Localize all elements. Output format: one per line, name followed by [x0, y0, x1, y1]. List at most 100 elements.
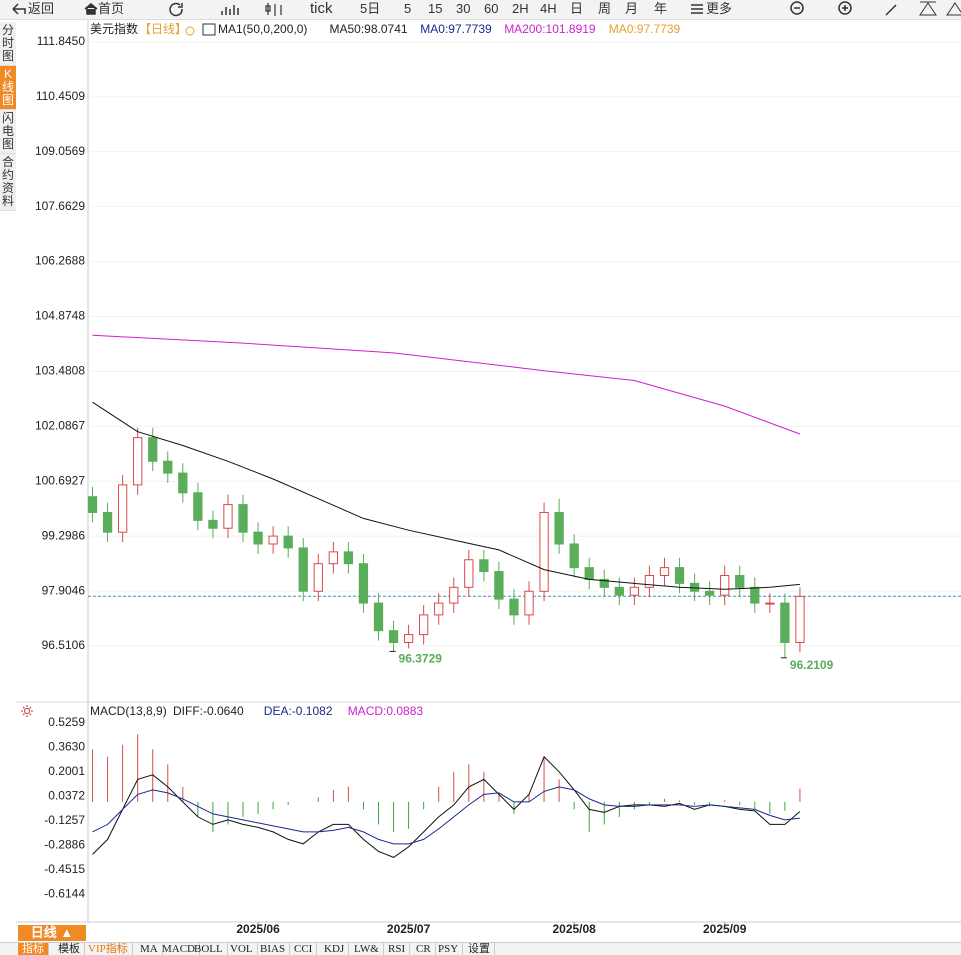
indicator-tab[interactable]: VIP指标	[84, 943, 133, 955]
legend-entry: DIFF:-0.0640	[173, 704, 244, 718]
toolbar-icon	[265, 3, 282, 16]
toolbar-button[interactable]: 返回	[28, 1, 55, 16]
indicator-tab[interactable]: MA	[136, 943, 163, 955]
y-tick-label: 0.3630	[48, 740, 85, 754]
candle-body	[193, 492, 203, 521]
indicator-tab[interactable]: KDJ	[320, 943, 350, 955]
toolbar-icon	[885, 4, 897, 16]
sidebar-tab[interactable]: 闪电图	[0, 110, 16, 154]
candle-body	[238, 504, 248, 533]
candle-body	[765, 602, 775, 605]
candle-body	[313, 563, 323, 592]
y-tick-label: 103.4808	[35, 364, 85, 378]
candle-body	[479, 559, 489, 573]
y-tick-label: 110.4509	[36, 89, 85, 103]
period-button[interactable]: 日线 ▲	[18, 925, 86, 941]
y-tick-label: 0.5259	[48, 715, 85, 729]
candle-body	[223, 504, 233, 529]
indicator-tab[interactable]: 指标	[18, 943, 49, 955]
y-tick-label: 102.0867	[35, 419, 85, 433]
toolbar-icon	[838, 1, 852, 15]
y-tick-label: -0.6144	[44, 886, 85, 900]
candle-body	[87, 496, 98, 513]
toolbar-button[interactable]: 周	[598, 1, 612, 16]
indicator-tab[interactable]: CR	[412, 943, 436, 955]
candle-body	[298, 547, 308, 592]
toolbar-button[interactable]: 2H	[512, 1, 529, 16]
sidebar-tab[interactable]: K线图	[0, 66, 16, 110]
candle-body	[614, 586, 624, 596]
indicator-tab[interactable]: BOLL	[190, 943, 228, 955]
background	[16, 19, 961, 942]
indicator-tab[interactable]: PSY	[434, 943, 464, 955]
annotation: 96.3729	[399, 652, 443, 666]
candle-body	[178, 472, 188, 494]
candle-body	[419, 614, 429, 636]
y-tick-label: 100.6927	[35, 473, 85, 487]
toolbar-button[interactable]: 60	[484, 1, 499, 16]
toolbar-button[interactable]: 4H	[540, 1, 557, 16]
toolbar-button[interactable]: 首页	[98, 1, 125, 16]
toolbar-icon	[84, 3, 98, 15]
toolbar-button[interactable]: 日	[570, 1, 584, 16]
candle-body	[735, 575, 745, 588]
candle-body	[434, 602, 444, 616]
y-tick-label: 106.2688	[35, 254, 85, 268]
toolbar-icon	[790, 1, 804, 15]
y-tick-label: 109.0569	[35, 144, 85, 158]
toolbar-icon	[691, 4, 703, 14]
indicator-tab[interactable]: BIAS	[256, 943, 291, 955]
y-tick-label: -0.4515	[44, 862, 85, 876]
indicator-tabs: 指标 模板 VIP指标 MA MACD BOLL VOL BIAS CCI KDJ LW& RSI CR…	[0, 942, 961, 955]
y-tick-label: 0.0372	[48, 788, 85, 802]
period-label: 【日线】	[139, 22, 187, 36]
candle-body	[358, 563, 369, 604]
toolbar-button[interactable]: 5	[404, 1, 412, 16]
legend-entry: MA1(50,0,200,0)	[218, 22, 307, 36]
y-tick-label: 104.8748	[35, 309, 85, 323]
candle-body	[674, 567, 685, 584]
line-series	[92, 755, 801, 858]
y-tick-label: 0.2001	[48, 764, 85, 778]
candle-body	[659, 567, 670, 577]
legend-entry: MA0:97.7739	[609, 22, 681, 36]
indicator-tab[interactable]: CCI	[290, 943, 318, 955]
sidebar: 分时图 K线图 闪电图 合约资料	[0, 22, 16, 211]
toolbar-icon	[919, 1, 937, 16]
candle-body	[328, 551, 338, 565]
macd-title: MACD(13,8,9)	[90, 704, 167, 718]
indicator-tab[interactable]: 设置	[464, 943, 495, 955]
sidebar-tab[interactable]: 分时图	[0, 22, 16, 66]
toolbar-icon	[842, 5, 848, 11]
legend-entry: DEA:-0.1082	[264, 704, 333, 718]
toolbar-button[interactable]: 15	[428, 1, 443, 16]
legend-entry: MA0:97.7739	[420, 22, 492, 36]
indicator-tab[interactable]: MACD	[158, 943, 201, 955]
add-icon[interactable]	[185, 26, 195, 36]
candle-body	[644, 575, 655, 588]
toolbar-button[interactable]: 更多	[706, 1, 733, 16]
toolbar-button[interactable]: 30	[456, 1, 471, 16]
toolbar: 返回 首页 tick 5日 5 15 30 60 2H 4H 日周月年 更多	[0, 0, 961, 20]
candle-body	[704, 590, 715, 596]
toolbar-button[interactable]: 月	[625, 1, 639, 16]
candle-body	[373, 602, 384, 632]
line-series	[92, 334, 801, 435]
toolbar-icon	[946, 2, 961, 16]
indicator-tab[interactable]: RSI	[384, 943, 411, 955]
toolbar-button[interactable]: tick	[310, 0, 333, 17]
candle-body	[133, 437, 143, 486]
candle-body	[509, 598, 519, 616]
candle-body	[102, 511, 113, 533]
toolbar-button[interactable]: 5日	[360, 1, 381, 16]
sidebar-tab[interactable]: 合约资料	[0, 154, 16, 211]
indicator-icon[interactable]	[202, 23, 216, 36]
indicator-tab[interactable]: VOL	[226, 943, 258, 955]
candle-body	[584, 567, 594, 580]
indicator-tab[interactable]: 模板	[54, 943, 85, 955]
annotation: 96.2109	[790, 658, 834, 672]
indicator-tab[interactable]: LW&	[350, 943, 384, 955]
toolbar-button[interactable]: 年	[654, 1, 668, 16]
